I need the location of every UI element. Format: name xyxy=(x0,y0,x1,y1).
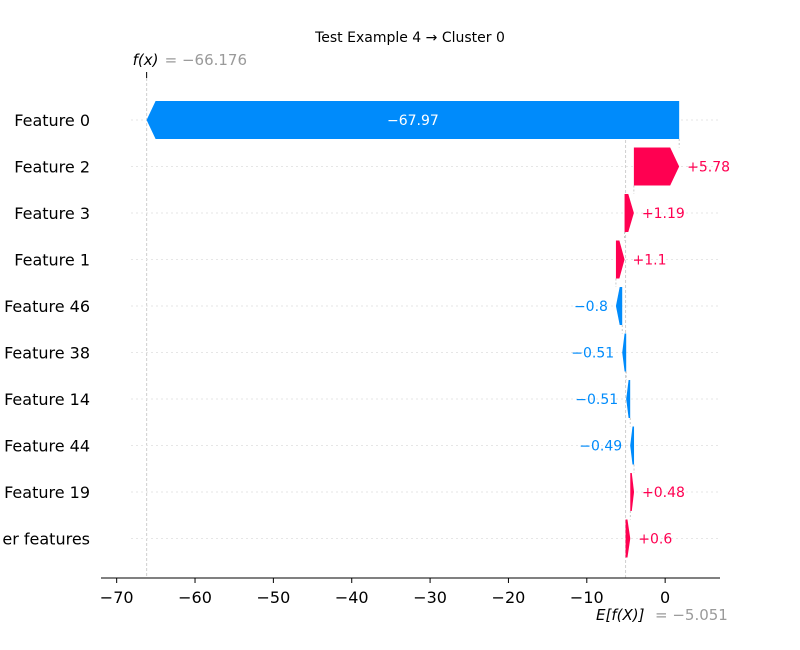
x-tick-label: −60 xyxy=(178,588,212,607)
feature-label: Feature 3 xyxy=(14,204,90,223)
waterfall-row: Feature 2 +5.78 xyxy=(14,147,730,194)
feature-label: Feature 1 xyxy=(14,251,90,270)
fx-label: f(x) xyxy=(133,51,159,69)
positive-bar xyxy=(625,519,631,558)
feature-label: Feature 38 xyxy=(4,344,90,363)
bar-value-label: −0.49 xyxy=(579,439,622,455)
x-tick-label: −10 xyxy=(570,588,604,607)
bar-value-label: +1.19 xyxy=(642,206,685,222)
waterfall-row: Feature 19 +0.48 xyxy=(4,473,720,520)
negative-bar xyxy=(146,101,680,139)
feature-label: Feature 46 xyxy=(4,297,90,316)
x-tick-label: −50 xyxy=(256,588,290,607)
bar-value-label: +0.6 xyxy=(638,532,672,548)
chart-title: Test Example 4 → Cluster 0 xyxy=(314,30,505,46)
negative-bar xyxy=(615,287,623,325)
feature-label: Feature 44 xyxy=(4,437,90,456)
x-tick-label: −40 xyxy=(335,588,369,607)
waterfall-row: Feature 46 −0.8 xyxy=(4,287,720,334)
bar-value-label: +5.78 xyxy=(687,160,730,176)
x-tick-label: −70 xyxy=(100,588,134,607)
bar-value-label: +0.48 xyxy=(642,485,685,501)
waterfall-row: Feature 1 +1.1 xyxy=(14,240,720,287)
feature-label: Feature 14 xyxy=(4,390,90,409)
waterfall-rows: Feature 0 −67.97 Feature 2 +5.78 Feature 3 +1… xyxy=(2,101,730,558)
feature-label: er features xyxy=(2,530,90,549)
positive-bar xyxy=(633,147,680,186)
negative-bar xyxy=(626,380,631,418)
waterfall-row: Feature 0 −67.97 xyxy=(14,101,720,148)
waterfall-row: Feature 38 −0.51 xyxy=(4,333,720,380)
feature-label: Feature 2 xyxy=(14,158,90,177)
positive-bar xyxy=(615,240,625,279)
waterfall-row: er features +0.6 xyxy=(2,519,720,558)
positive-bar xyxy=(630,473,635,511)
fx-value: = −66.176 xyxy=(165,51,247,69)
x-tick-label: 0 xyxy=(660,588,670,607)
bar-value-label: +1.1 xyxy=(633,253,667,269)
base-label: E[f(X)] xyxy=(596,606,645,624)
waterfall-row: Feature 3 +1.19 xyxy=(14,194,720,241)
base-value: = −5.051 xyxy=(655,606,728,624)
negative-bar xyxy=(622,333,627,372)
feature-label: Feature 0 xyxy=(14,111,90,130)
bar-value-label: −0.8 xyxy=(574,299,608,315)
waterfall-row: Feature 44 −0.49 xyxy=(4,426,720,473)
x-axis: −70 −60 −50 −40 −30 −20 −10 0 xyxy=(100,577,720,607)
waterfall-row: Feature 14 −0.51 xyxy=(4,380,720,427)
feature-label: Feature 19 xyxy=(4,483,90,502)
x-tick-label: −20 xyxy=(492,588,526,607)
bar-value-label: −0.51 xyxy=(575,392,618,408)
negative-bar xyxy=(630,426,635,465)
x-tick-label: −30 xyxy=(413,588,447,607)
bar-value-label: −67.97 xyxy=(387,113,439,129)
bar-value-label: −0.51 xyxy=(571,346,614,362)
positive-bar xyxy=(624,194,634,232)
